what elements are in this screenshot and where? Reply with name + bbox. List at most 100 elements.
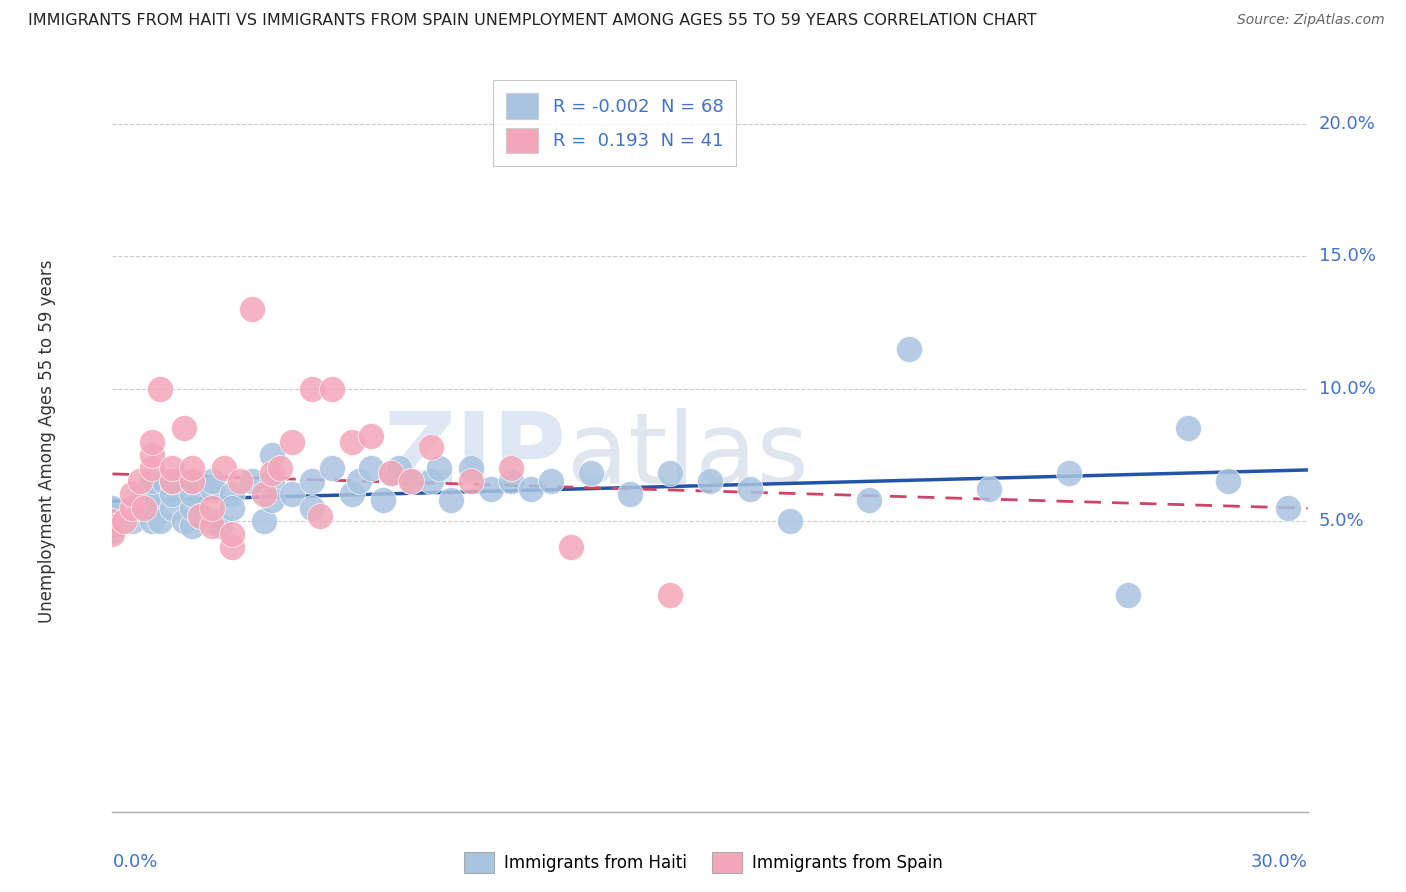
Point — [349, 474, 371, 488]
Point — [540, 474, 562, 488]
Point — [401, 474, 423, 488]
Point — [173, 421, 195, 435]
Text: Source: ZipAtlas.com: Source: ZipAtlas.com — [1237, 13, 1385, 28]
Point — [101, 519, 124, 533]
Point — [1277, 500, 1299, 515]
Point — [301, 474, 323, 488]
Point — [360, 461, 382, 475]
Point — [340, 487, 363, 501]
Text: IMMIGRANTS FROM HAITI VS IMMIGRANTS FROM SPAIN UNEMPLOYMENT AMONG AGES 55 TO 59 : IMMIGRANTS FROM HAITI VS IMMIGRANTS FROM… — [28, 13, 1036, 29]
Point — [101, 527, 124, 541]
Point — [321, 461, 343, 475]
Point — [141, 474, 163, 488]
Point — [162, 461, 183, 475]
Point — [149, 382, 172, 396]
Point — [201, 500, 224, 515]
Point — [101, 500, 124, 515]
Point — [301, 500, 323, 515]
Text: 20.0%: 20.0% — [1319, 115, 1375, 133]
Point — [520, 482, 543, 496]
Point — [340, 434, 363, 449]
Point — [699, 474, 721, 488]
Point — [440, 492, 463, 507]
Point — [858, 492, 880, 507]
Text: 15.0%: 15.0% — [1319, 247, 1375, 266]
Point — [101, 514, 124, 528]
Point — [121, 487, 143, 501]
Point — [209, 519, 232, 533]
Point — [499, 474, 522, 488]
Point — [181, 474, 204, 488]
Point — [420, 474, 443, 488]
Point — [221, 541, 243, 555]
Point — [162, 474, 183, 488]
Point — [1057, 467, 1080, 481]
Text: 10.0%: 10.0% — [1319, 380, 1375, 398]
Point — [141, 434, 163, 449]
Point — [360, 429, 382, 443]
Point — [240, 302, 263, 317]
Point — [141, 514, 163, 528]
Point — [479, 482, 502, 496]
Point — [260, 448, 283, 462]
Point — [380, 467, 402, 481]
Point — [301, 382, 323, 396]
Point — [260, 474, 283, 488]
Point — [321, 382, 343, 396]
Point — [134, 500, 156, 515]
Point — [181, 487, 204, 501]
Point — [460, 461, 482, 475]
Point — [162, 487, 183, 501]
Point — [427, 461, 450, 475]
Point — [738, 482, 761, 496]
Text: ZIP: ZIP — [384, 408, 567, 505]
Point — [388, 461, 411, 475]
Point — [253, 514, 276, 528]
Point — [129, 474, 152, 488]
Point — [173, 514, 195, 528]
Point — [114, 514, 135, 528]
Point — [141, 448, 163, 462]
Text: Unemployment Among Ages 55 to 59 years: Unemployment Among Ages 55 to 59 years — [38, 260, 56, 624]
Point — [659, 588, 682, 602]
Point — [201, 474, 224, 488]
Point — [281, 487, 304, 501]
Legend: R = -0.002  N = 68, R =  0.193  N = 41: R = -0.002 N = 68, R = 0.193 N = 41 — [494, 80, 735, 166]
Point — [141, 500, 163, 515]
Text: 5.0%: 5.0% — [1319, 512, 1364, 530]
Point — [141, 461, 163, 475]
Point — [401, 474, 423, 488]
Point — [619, 487, 641, 501]
Point — [1118, 588, 1140, 602]
Point — [460, 474, 482, 488]
Point — [101, 508, 124, 523]
Point — [579, 467, 602, 481]
Text: atlas: atlas — [567, 408, 808, 505]
Point — [201, 519, 224, 533]
Point — [212, 461, 235, 475]
Point — [134, 487, 156, 501]
Point — [181, 519, 204, 533]
Point — [977, 482, 1000, 496]
Point — [181, 461, 204, 475]
Point — [779, 514, 801, 528]
Point — [181, 500, 204, 515]
Point — [221, 527, 243, 541]
Point — [373, 492, 395, 507]
Point — [181, 474, 204, 488]
Point — [101, 524, 124, 539]
Legend: Immigrants from Haiti, Immigrants from Spain: Immigrants from Haiti, Immigrants from S… — [457, 846, 949, 880]
Point — [1177, 421, 1199, 435]
Point — [269, 461, 291, 475]
Point — [659, 467, 682, 481]
Point — [101, 514, 124, 528]
Point — [260, 467, 283, 481]
Point — [121, 500, 143, 515]
Point — [898, 342, 921, 356]
Point — [260, 492, 283, 507]
Text: 30.0%: 30.0% — [1251, 854, 1308, 871]
Point — [129, 500, 152, 515]
Point — [253, 487, 276, 501]
Point — [101, 519, 124, 533]
Point — [240, 474, 263, 488]
